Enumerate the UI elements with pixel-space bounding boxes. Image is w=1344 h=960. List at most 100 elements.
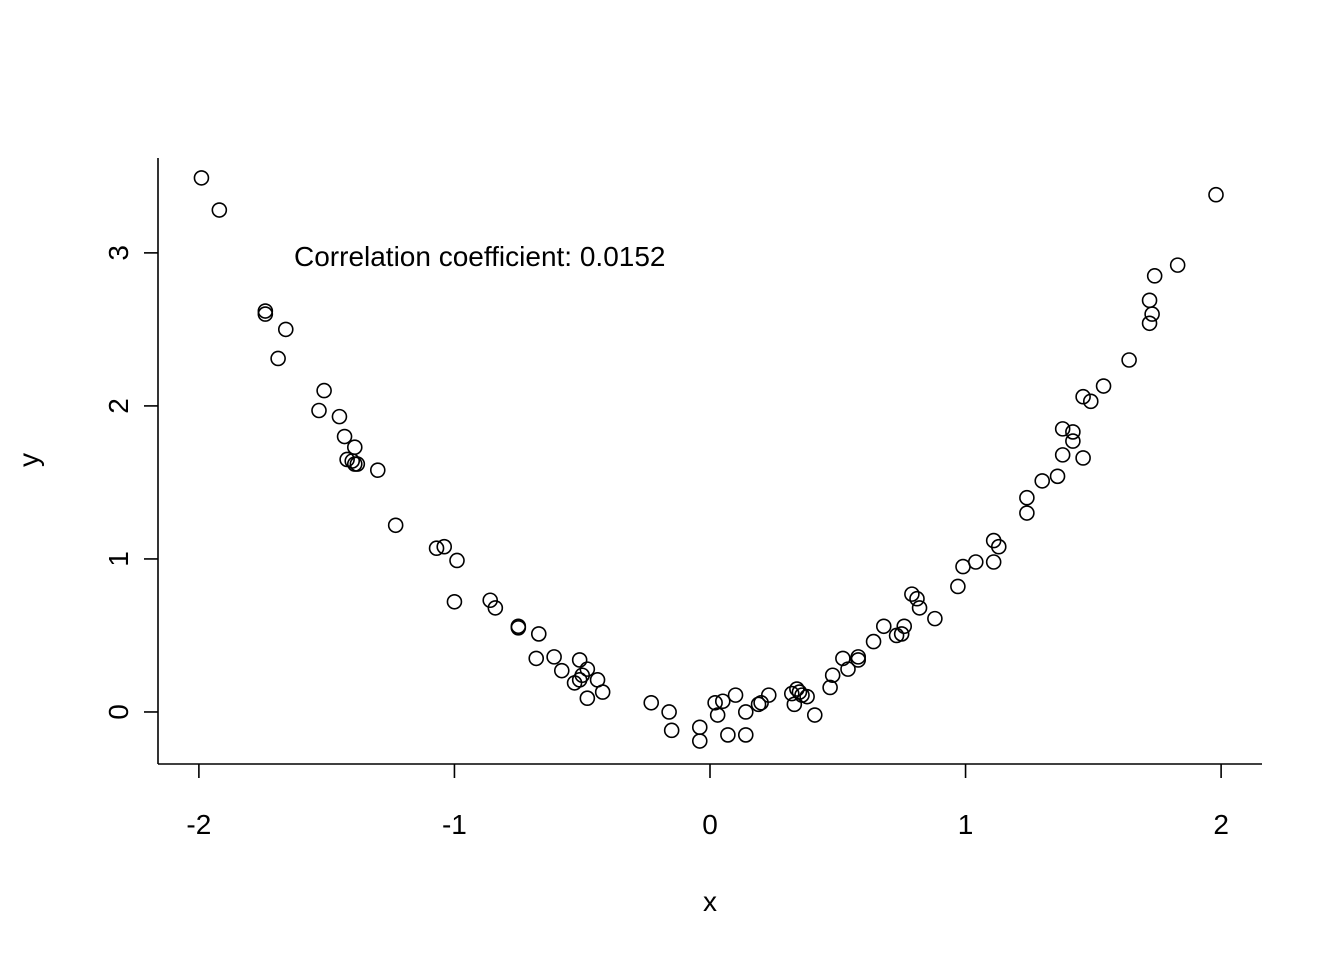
- data-point: [985, 532, 1002, 549]
- data-point: [875, 618, 892, 635]
- data-point: [737, 704, 754, 720]
- data-point: [1034, 473, 1051, 489]
- data-point: [1019, 489, 1035, 506]
- data-point: [1049, 468, 1066, 485]
- y-ticks: 0 1 2 3: [103, 245, 158, 720]
- x-tick-label: 2: [1213, 809, 1229, 840]
- data-point: [270, 350, 286, 367]
- data-point: [277, 321, 294, 338]
- data-point: [893, 626, 910, 642]
- data-point: [257, 306, 274, 322]
- data-point: [336, 428, 353, 445]
- data-point: [449, 552, 465, 569]
- data-point: [446, 593, 463, 610]
- data-point: [1141, 315, 1158, 332]
- data-point: [546, 649, 562, 665]
- x-tick-label: 1: [958, 809, 974, 840]
- data-point: [967, 554, 984, 570]
- data-point: [571, 672, 588, 688]
- data-point: [257, 303, 274, 319]
- data-point: [990, 538, 1007, 555]
- data-point: [904, 586, 920, 602]
- y-tick-label: 3: [103, 245, 134, 261]
- data-point: [911, 600, 928, 616]
- data-point: [709, 707, 726, 723]
- data-point: [750, 696, 767, 713]
- data-point: [727, 687, 744, 703]
- data-point: [661, 704, 677, 720]
- data-point: [1095, 378, 1112, 394]
- data-point: [1121, 352, 1137, 368]
- data-point: [955, 558, 971, 575]
- x-ticks: -2 -1 0 1 2: [186, 764, 1229, 840]
- data-point: [865, 633, 882, 650]
- data-point: [1019, 505, 1035, 521]
- data-point: [579, 690, 596, 706]
- data-point: [691, 733, 708, 749]
- correlation-annotation: Correlation coefficient: 0.0152: [294, 241, 666, 272]
- data-point: [896, 618, 913, 635]
- data-point: [1169, 257, 1186, 273]
- data-point: [1054, 421, 1071, 437]
- data-point: [553, 662, 570, 679]
- data-point: [720, 727, 736, 743]
- data-point: [707, 694, 723, 711]
- data-point: [482, 592, 499, 609]
- data-point: [571, 652, 588, 668]
- data-point: [510, 620, 527, 636]
- data-point: [349, 456, 366, 472]
- data-point: [824, 667, 841, 684]
- x-tick-label: -1: [442, 809, 467, 840]
- data-point: [566, 675, 583, 691]
- data-point: [316, 382, 332, 399]
- data-point: [387, 517, 404, 534]
- data-point: [1208, 186, 1224, 203]
- data-point: [1075, 450, 1091, 466]
- data-point: [436, 538, 453, 555]
- data-point: [594, 684, 611, 700]
- data-point: [927, 610, 943, 627]
- data-point: [691, 719, 708, 736]
- data-point: [193, 170, 210, 186]
- data-point: [643, 694, 660, 711]
- data-point: [1065, 424, 1081, 440]
- data-point: [950, 578, 966, 595]
- data-point: [428, 540, 445, 557]
- data-point: [1075, 388, 1091, 405]
- data-point: [528, 650, 545, 667]
- data-point: [850, 649, 867, 665]
- data-point: [311, 402, 327, 419]
- data-point: [985, 554, 1002, 570]
- x-tick-label: -2: [186, 809, 211, 840]
- x-axis-label: x: [703, 886, 717, 917]
- y-axis-label: y: [13, 453, 44, 467]
- data-point: [1144, 306, 1160, 322]
- data-point: [346, 439, 363, 456]
- data-point: [822, 679, 838, 696]
- data-point: [786, 696, 803, 713]
- data-point: [1082, 393, 1099, 410]
- x-tick-label: 0: [702, 809, 718, 840]
- data-point: [850, 652, 867, 668]
- data-point: [783, 685, 800, 702]
- data-points: [193, 170, 1224, 749]
- y-tick-label: 2: [103, 398, 134, 414]
- data-point: [806, 707, 823, 723]
- data-point: [487, 600, 504, 616]
- data-point: [663, 722, 680, 739]
- data-point: [1054, 447, 1071, 463]
- data-point: [369, 462, 386, 478]
- axes: -2 -1 0 1 2 0 1 2 3: [103, 158, 1262, 840]
- data-point: [714, 693, 731, 710]
- data-point: [1065, 433, 1081, 449]
- data-point: [799, 688, 815, 705]
- data-point: [760, 687, 777, 703]
- data-point: [1141, 292, 1158, 309]
- data-point: [331, 408, 348, 425]
- y-tick-label: 1: [103, 551, 134, 567]
- data-point: [840, 661, 856, 677]
- data-point: [909, 590, 925, 607]
- data-point: [1146, 268, 1163, 284]
- data-point: [530, 626, 547, 642]
